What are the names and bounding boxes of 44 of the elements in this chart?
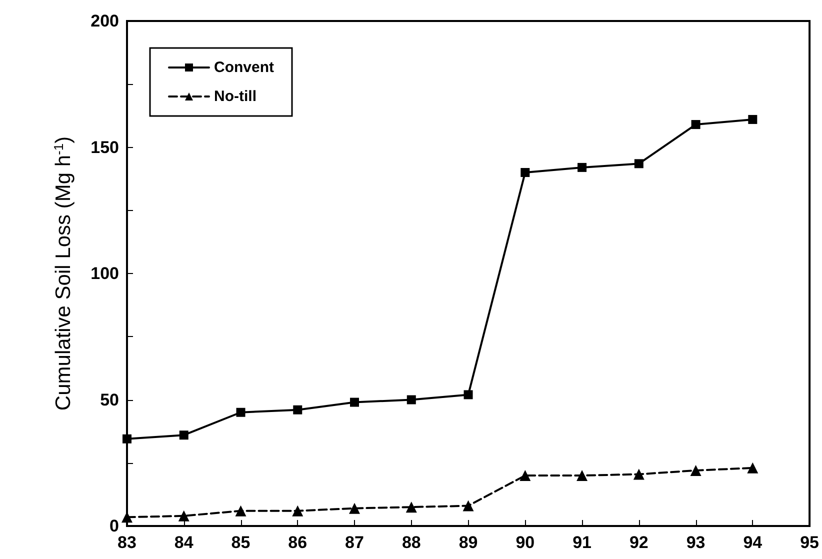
point — [235, 505, 246, 516]
point — [406, 395, 416, 404]
point — [122, 434, 132, 444]
point — [236, 408, 246, 417]
point — [350, 398, 360, 407]
point — [748, 114, 758, 124]
point — [634, 159, 644, 168]
y-tick-label: 50 — [100, 390, 119, 410]
point — [464, 390, 473, 400]
point — [520, 168, 530, 177]
y-tick-label: 100 — [90, 264, 119, 283]
point — [747, 462, 758, 474]
y-tick-label: 200 — [90, 12, 119, 30]
point — [179, 430, 188, 440]
y-tick-label: 150 — [90, 138, 119, 157]
point — [520, 470, 531, 481]
x-tick-label: 86 — [288, 533, 308, 552]
x-tick-label: 92 — [629, 533, 648, 552]
point — [292, 505, 304, 516]
x-tick-label: 91 — [572, 533, 592, 552]
x-tick-label: 95 — [800, 533, 820, 552]
point — [406, 502, 417, 513]
legend-label: Convent — [214, 59, 274, 76]
point — [293, 405, 302, 414]
point — [576, 470, 588, 481]
x-tick-label: 90 — [516, 533, 535, 552]
point — [691, 120, 700, 130]
point — [462, 500, 474, 512]
point — [178, 510, 190, 522]
legend-label: No-till — [214, 88, 256, 105]
x-tick-label: 83 — [118, 533, 136, 552]
point — [690, 464, 702, 476]
x-tick-label: 94 — [743, 533, 763, 552]
point — [633, 468, 644, 480]
x-tick-label: 89 — [458, 533, 478, 552]
x-tick-label: 84 — [174, 533, 194, 552]
point — [578, 162, 587, 172]
x-tick-label: 85 — [231, 533, 250, 552]
x-tick-label: 93 — [686, 533, 706, 552]
y-tick-label: 0 — [110, 516, 119, 536]
point — [349, 502, 360, 514]
x-tick-label: 87 — [345, 533, 364, 552]
x-tick-label: 88 — [402, 533, 421, 552]
y-axis-title: Cumulative Soil Loss (Mg h-1) — [51, 136, 75, 411]
